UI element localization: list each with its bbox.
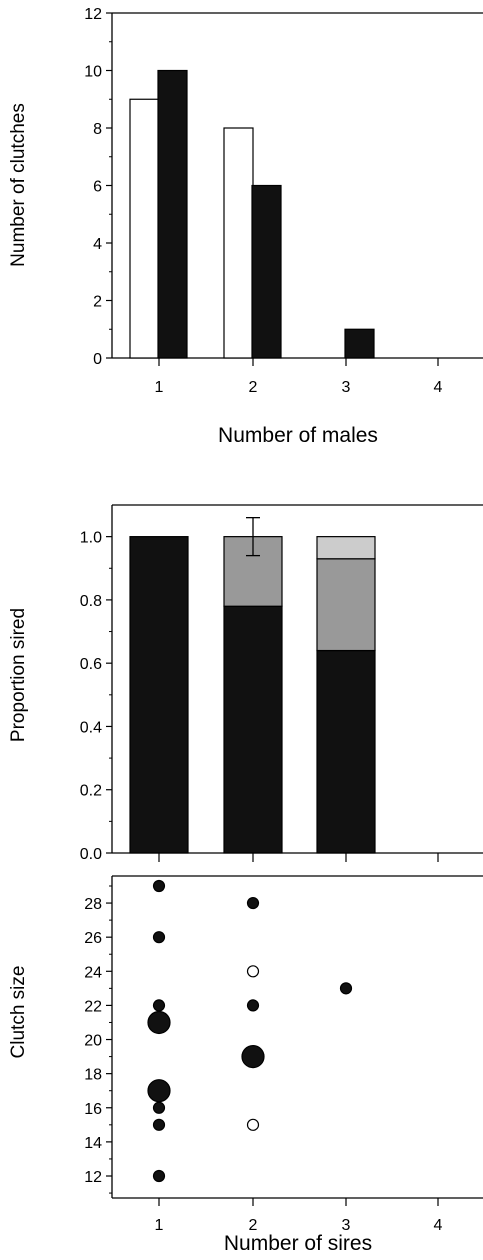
chart-a-bar bbox=[223, 127, 254, 359]
chart-c-point bbox=[246, 1118, 260, 1131]
chart-c-y-tick-label: 12 bbox=[84, 1169, 102, 1186]
chart-a-y-tick-label: 12 bbox=[84, 6, 102, 23]
chart-c-point bbox=[241, 1044, 265, 1069]
chart-c-y-tick-label: 28 bbox=[84, 896, 102, 913]
chart-b-ylabel: Proportion sired bbox=[8, 608, 29, 742]
chart-c-point bbox=[246, 999, 260, 1012]
chart-a-x-tick-label: 2 bbox=[249, 379, 258, 396]
chart-b-stacked-segment bbox=[316, 649, 376, 854]
chart-b-stacked-segment bbox=[316, 536, 376, 560]
chart-b-stacked-segment bbox=[316, 558, 376, 652]
chart-b-y-tick-label: 0.0 bbox=[80, 846, 102, 863]
chart-c-x-tick-label: 4 bbox=[434, 1217, 443, 1234]
chart-c-ylabel: Clutch size bbox=[8, 966, 29, 1059]
chart-c-point bbox=[152, 1169, 166, 1183]
proportion-sired-stacked-bar-chart: 0.0 0.2 0.4 0.6 0.8 1.0 bbox=[80, 504, 483, 863]
chart-c-point bbox=[339, 982, 353, 995]
chart-c-point bbox=[147, 1010, 171, 1035]
chart-a-bar bbox=[129, 98, 160, 359]
chart-a-x-tick-label: 1 bbox=[155, 379, 164, 396]
chart-c-point bbox=[152, 931, 166, 944]
chart-b-y-tick-label: 1.0 bbox=[80, 530, 102, 547]
chart-b-stacked-segment bbox=[223, 605, 283, 854]
chart-c-point bbox=[152, 1118, 166, 1131]
chart-c-y-tick-label: 26 bbox=[84, 930, 102, 947]
chart-b-y-tick-label: 0.6 bbox=[80, 656, 102, 673]
chart-b-y-tick-label: 0.8 bbox=[80, 593, 102, 610]
chart-a-x-tick-label: 3 bbox=[342, 379, 351, 396]
chart-a-y-tick-label: 4 bbox=[93, 236, 102, 253]
chart-a-ylabel: Number of clutches bbox=[8, 103, 29, 267]
chart-c-x-tick-label: 3 bbox=[342, 1217, 351, 1234]
chart-c-x-tick-label: 2 bbox=[249, 1217, 258, 1234]
chart-c-point bbox=[246, 896, 260, 910]
chart-c-point bbox=[152, 1101, 166, 1114]
chart-c-y-tick-label: 20 bbox=[84, 1033, 102, 1050]
chart-a-y-tick-label: 0 bbox=[93, 351, 102, 368]
chart-c-y-tick-label: 16 bbox=[84, 1101, 102, 1118]
chart-c-point bbox=[147, 1079, 171, 1103]
chart-b-y-tick-label: 0.2 bbox=[80, 783, 102, 800]
chart-a-y-tick-label: 8 bbox=[93, 121, 102, 138]
chart-c-y-tick-label: 22 bbox=[84, 998, 102, 1015]
chart-a-y-tick-label: 10 bbox=[84, 64, 102, 81]
chart-a-x-tick-label: 4 bbox=[434, 379, 443, 396]
chart-c-point bbox=[152, 879, 166, 893]
chart-a-xlabel: Number of males bbox=[218, 424, 378, 447]
chart-a-bar bbox=[251, 184, 282, 359]
chart-a-y-tick-label: 2 bbox=[93, 294, 102, 311]
chart-c-point bbox=[152, 999, 166, 1012]
chart-a-y-tick-label: 6 bbox=[93, 179, 102, 196]
chart-c-xlabel: Number of sires bbox=[224, 1232, 372, 1255]
chart-c-x-tick-label: 1 bbox=[155, 1217, 164, 1234]
chart-a-bar bbox=[344, 328, 375, 359]
chart-b-stacked-segment bbox=[129, 536, 189, 854]
chart-c-y-tick-label: 18 bbox=[84, 1067, 102, 1084]
chart-c-point bbox=[246, 965, 260, 978]
chart-c-y-tick-label: 24 bbox=[84, 964, 102, 981]
chart-c-y-tick-label: 14 bbox=[84, 1135, 102, 1152]
chart-a-bar bbox=[157, 69, 188, 359]
chart-b-y-tick-label: 0.4 bbox=[80, 719, 102, 736]
